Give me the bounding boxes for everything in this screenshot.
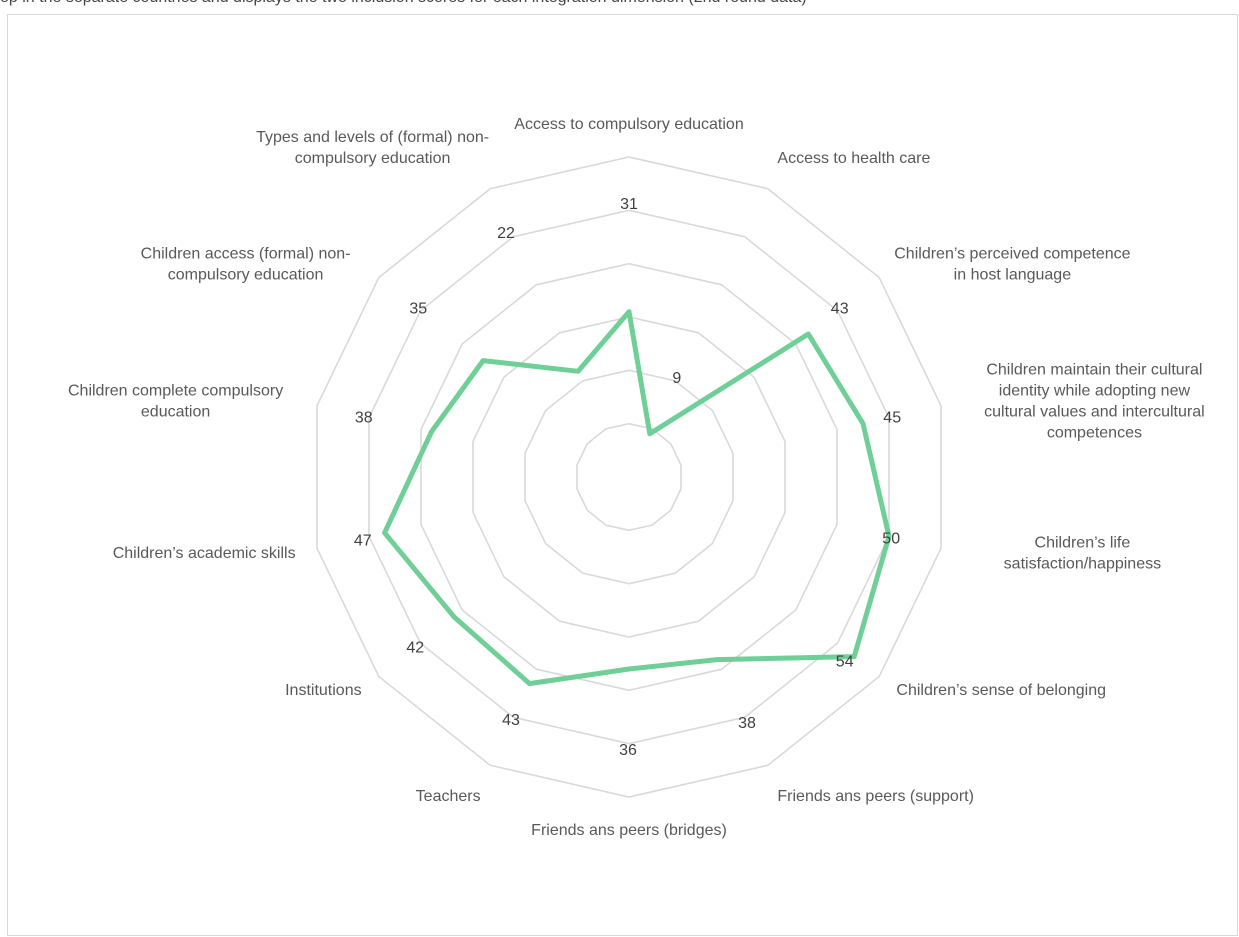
value-label-4: 45 xyxy=(883,410,901,427)
value-label-6: 54 xyxy=(836,654,854,671)
category-label-9: Teachers xyxy=(416,788,481,805)
value-label-12: 38 xyxy=(355,410,373,427)
value-label-3: 43 xyxy=(831,300,849,317)
category-label-11: Children’s academic skills xyxy=(113,545,296,562)
value-label-7: 38 xyxy=(738,715,756,732)
category-label-3: Children’s perceived competence in host l… xyxy=(894,245,1130,283)
value-label-13: 35 xyxy=(409,300,427,317)
grid-ring-3 xyxy=(472,316,786,638)
clipped-chart-caption: ep in the separate countries and display… xyxy=(0,0,1239,15)
value-label-8: 36 xyxy=(619,742,637,759)
category-label-6: Children’s sense of belonging xyxy=(896,682,1106,699)
grid-ring-2 xyxy=(524,369,734,585)
category-label-13: Children access (formal) non-compulsory … xyxy=(141,245,351,283)
grid-ring-6 xyxy=(316,156,942,798)
value-label-9: 43 xyxy=(502,712,520,729)
value-label-5: 50 xyxy=(882,531,900,548)
category-label-5: Children’s life satisfaction/happiness xyxy=(1004,535,1161,573)
chart-frame xyxy=(7,14,1238,936)
category-label-2: Access to health care xyxy=(777,150,930,167)
value-label-14: 22 xyxy=(497,225,515,242)
value-label-11: 47 xyxy=(354,533,372,550)
grid-ring-5 xyxy=(368,209,890,745)
category-label-8: Friends ans peers (bridges) xyxy=(531,822,727,839)
category-label-10: Institutions xyxy=(285,682,361,699)
value-label-10: 42 xyxy=(406,640,424,657)
series-line-1 xyxy=(382,309,892,687)
category-label-1: Access to compulsory education xyxy=(514,116,743,133)
grid-ring-1 xyxy=(576,422,682,532)
grid-ring-4 xyxy=(420,262,838,692)
category-label-7: Friends ans peers (support) xyxy=(777,788,974,805)
category-label-14: Types and levels of (formal) non-compuls… xyxy=(256,129,489,167)
value-label-1: 31 xyxy=(620,196,638,213)
category-label-12: Children complete compulsory education xyxy=(68,382,283,420)
value-label-2: 9 xyxy=(672,370,681,387)
category-label-4: Children maintain their cultural identity… xyxy=(984,361,1205,441)
